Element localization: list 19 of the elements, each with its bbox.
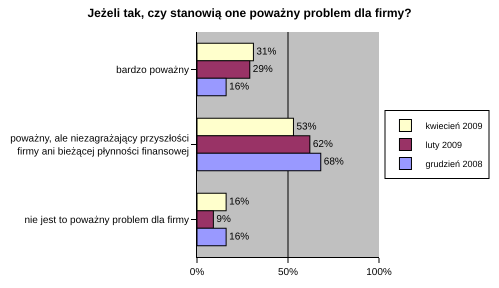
legend-label: kwiecień 2009 [425,121,483,132]
data-label: 68% [324,156,344,168]
data-label: 16% [229,82,250,92]
data-label: 62% [312,139,333,150]
data-label: 31% [256,46,277,58]
x-tick-label: 50% [278,267,298,278]
x-tick-label: 100% [366,267,392,278]
y-tick-label: bardzo poważny [116,65,189,76]
data-label: 29% [252,64,273,75]
legend-label: grudzień 2008 [425,159,483,170]
data-label: 9% [216,214,231,225]
data-label: 16% [229,232,250,242]
y-tick-label: poważny, ale niezagrażający przyszłości firmy ani bieżącej płynności finansowej [10,134,189,158]
data-label: 53% [296,122,317,132]
x-tick-label: 0% [190,267,204,278]
legend-label: luty 2009 [425,140,462,150]
chart-title: Jeżeli tak, czy stanowią one poważny problem dla firmy? [87,6,412,20]
y-tick-label: nie jest to poważny problem dla firmy [24,215,189,226]
data-label: 16% [229,196,250,208]
